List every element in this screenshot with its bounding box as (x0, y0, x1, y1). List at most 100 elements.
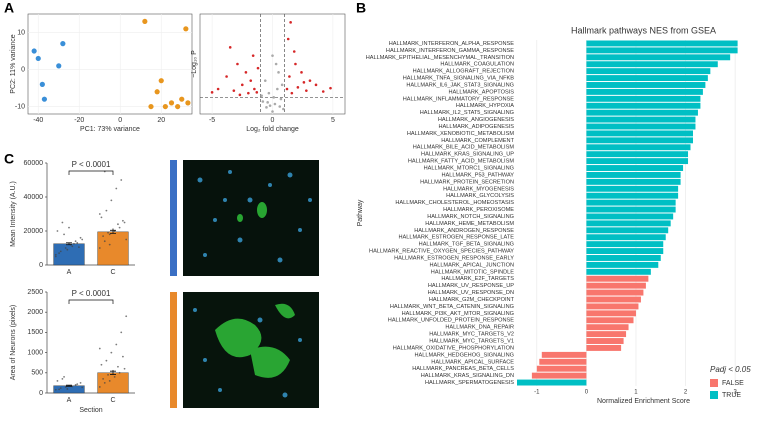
bar (53, 243, 85, 266)
point (267, 91, 271, 95)
point (175, 103, 181, 110)
bar (586, 95, 701, 102)
data-point (122, 355, 124, 358)
y-tick-label: 40000 (24, 194, 44, 201)
legend-swatch (710, 391, 718, 399)
point (142, 18, 148, 25)
bar (586, 47, 738, 54)
data-point (110, 199, 113, 202)
point (321, 90, 325, 93)
bar (586, 331, 627, 338)
group-bar (170, 292, 177, 408)
point (168, 100, 175, 106)
bar (586, 88, 703, 95)
point (236, 62, 239, 66)
legend-label: FALSE (722, 380, 744, 387)
data-point (102, 235, 104, 238)
data-point (56, 379, 59, 382)
bar (586, 296, 641, 303)
point (268, 104, 272, 107)
error-bar (110, 229, 116, 234)
data-point (117, 365, 119, 368)
point (251, 54, 255, 57)
data-point (58, 252, 60, 255)
error-bar (66, 242, 72, 246)
data-point (68, 226, 70, 229)
y-tick-label: HALLMARK_PI3K_AKT_MTOR_SIGNALING (402, 311, 514, 317)
bar (586, 102, 701, 109)
data-point (112, 228, 114, 231)
point (158, 78, 164, 84)
bar (97, 372, 129, 394)
bar (586, 109, 698, 116)
point (290, 91, 294, 95)
data-point (120, 179, 123, 181)
y-tick-label: HALLMARK_UV_RESPONSE_DN (428, 290, 514, 296)
point (238, 93, 242, 97)
bar (586, 116, 696, 123)
bar (586, 227, 669, 234)
y-tick-label: HALLMARK_ANGIOGENESIS (438, 117, 514, 123)
y-tick-label: HALLMARK_HEME_METABOLISM (425, 221, 514, 227)
group-bar (170, 160, 177, 276)
y-tick-label: HALLMARK_MYOGENESIS (443, 186, 514, 192)
point (41, 96, 48, 102)
y-tick-label: HALLMARK_MYC_TARGETS_V1 (429, 339, 514, 345)
point (39, 81, 45, 87)
data-point (103, 240, 106, 243)
point (31, 48, 37, 54)
data-point (108, 233, 111, 236)
data-point (66, 388, 69, 390)
y-tick-label: 20000 (24, 228, 44, 235)
point (276, 87, 279, 91)
data-point (100, 216, 103, 219)
data-point (115, 343, 118, 346)
data-point (117, 223, 119, 226)
y-tick-label: HALLMARK_COMPLEMENT (441, 138, 514, 144)
bar (586, 248, 664, 255)
y-tick-label: HALLMARK_IL6_JAK_STAT3_SIGNALING (406, 82, 514, 88)
bar (586, 275, 649, 282)
y-tick-label: HALLMARK_HEDGEHOG_SIGNALING (415, 352, 514, 358)
point (285, 87, 289, 91)
bar (586, 241, 664, 248)
y-tick-label: HALLMARK_ESTROGEN_RESPONSE_EARLY (394, 255, 514, 261)
point (60, 41, 66, 47)
data-point (73, 242, 75, 245)
data-point (107, 231, 109, 234)
y-tick-label: HALLMARK_TGF_BETA_SIGNALING (419, 242, 514, 248)
point (302, 81, 306, 84)
bar (539, 358, 587, 365)
bar (586, 54, 731, 61)
y-tick-label: 60000 (24, 160, 44, 167)
data-point (98, 247, 101, 249)
point (154, 89, 160, 95)
point (162, 103, 168, 110)
x-tick-label: 5 (331, 117, 335, 124)
x-axis-label: Normalized Enrichment Score (597, 398, 690, 405)
point (216, 87, 220, 91)
data-point (103, 382, 106, 384)
data-point (125, 315, 128, 318)
point (244, 71, 248, 74)
bar (586, 310, 636, 317)
point (256, 66, 260, 70)
y-tick-label: HALLMARK_PEROXISOME (443, 207, 514, 213)
data-point (64, 247, 67, 249)
panel-label: B (356, 0, 366, 16)
bar (586, 68, 711, 75)
y-tick-label: HALLMARK_FATTY_ACID_METABOLISM (408, 159, 514, 165)
point (148, 103, 154, 110)
point (271, 54, 274, 57)
bar (586, 213, 674, 220)
y-tick-label: HALLMARK_APICAL_JUNCTION (429, 262, 514, 268)
point (240, 83, 244, 87)
point (314, 83, 318, 87)
bar (536, 365, 587, 372)
point (232, 89, 236, 92)
annotation: P < 0.0001 (72, 160, 111, 169)
data-point (113, 375, 116, 378)
y-tick-label: HALLMARK_MITOTIC_SPINDLE (431, 269, 514, 275)
data-point (79, 382, 82, 384)
